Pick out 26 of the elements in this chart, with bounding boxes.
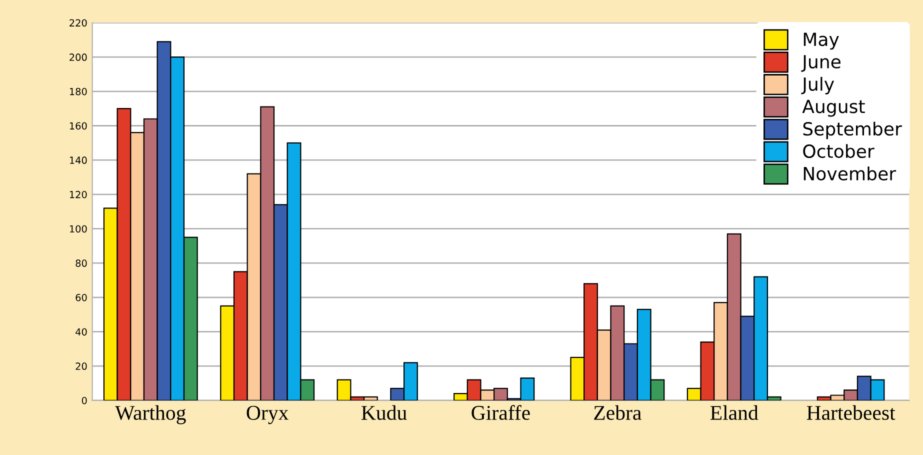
x-tick-label: Warthog	[115, 405, 186, 424]
y-tick-label: 100	[70, 225, 87, 233]
y-tick-label: 60	[76, 294, 87, 302]
legend-label: November	[804, 166, 896, 180]
x-tick-label: Zebra	[594, 405, 642, 420]
y-tick-label: 40	[76, 328, 87, 336]
y-tick-label: 200	[70, 54, 87, 61]
y-tick-label: 140	[70, 156, 87, 164]
y-tick-label: 120	[70, 190, 87, 198]
legend-label: September	[803, 122, 902, 140]
y-tick-label: 160	[70, 122, 87, 130]
legend-label: June	[801, 55, 840, 72]
legend-label: July	[801, 76, 834, 94]
x-tick-label: Hartebeest	[806, 405, 896, 420]
x-tick-label: Giraffe	[472, 405, 530, 420]
y-tick-label: 20	[76, 362, 87, 370]
legend-label: October	[803, 144, 874, 158]
x-tick-label: Oryx	[246, 406, 288, 424]
y-tick-label: 80	[76, 260, 87, 267]
legend-label: August	[802, 100, 865, 117]
y-tick-label: 0	[82, 396, 87, 404]
legend-label: May	[804, 32, 839, 50]
y-tick-label: 180	[70, 88, 87, 96]
y-tick-label: 220	[70, 19, 87, 27]
x-tick-label: Eland	[710, 405, 758, 420]
x-tick-label: Kudu	[361, 405, 407, 420]
